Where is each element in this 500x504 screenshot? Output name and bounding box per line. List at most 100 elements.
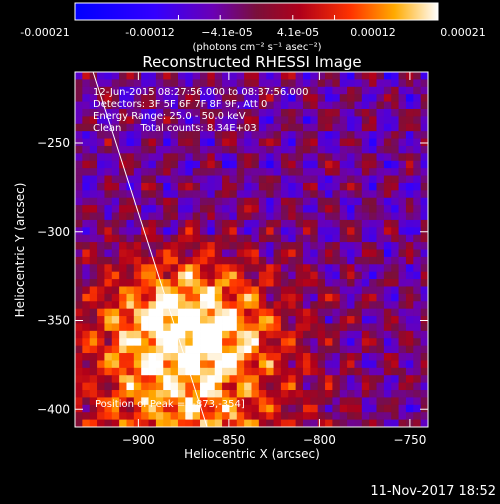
heatmap-cell	[177, 175, 186, 184]
heatmap-cell	[317, 101, 326, 110]
heatmap-cell	[89, 360, 98, 369]
heatmap-cell	[251, 86, 260, 95]
heatmap-cell	[280, 123, 289, 132]
heatmap-cell	[214, 131, 223, 139]
heatmap-cell	[148, 138, 157, 147]
heatmap-cell	[200, 101, 208, 110]
heatmap-cell	[302, 131, 311, 139]
heatmap-cell	[383, 138, 392, 147]
heatmap-cell	[163, 256, 171, 265]
heatmap-cell	[82, 330, 91, 339]
heatmap-cell	[369, 279, 377, 287]
heatmap-cell	[177, 227, 186, 236]
heatmap-cell	[133, 390, 142, 398]
heatmap-cell	[111, 353, 120, 361]
heatmap-cell	[391, 101, 399, 110]
heatmap-cell	[391, 153, 399, 162]
heatmap-cell	[280, 227, 289, 236]
heatmap-cell	[236, 242, 245, 250]
heatmap-cell	[280, 234, 289, 243]
heatmap-cell	[383, 86, 392, 95]
heatmap-cell	[369, 72, 377, 80]
heatmap-cell	[148, 323, 157, 332]
heatmap-cell	[200, 279, 208, 287]
heatmap-cell	[369, 301, 377, 310]
heatmap-cell	[119, 131, 127, 139]
heatmap-cell	[413, 72, 422, 80]
heatmap-cell	[391, 367, 399, 376]
heatmap-cell	[288, 101, 297, 110]
heatmap-cell	[133, 345, 142, 354]
heatmap-cell	[229, 323, 238, 332]
heatmap-cell	[133, 72, 142, 80]
heatmap-cell	[214, 360, 223, 369]
heatmap-cell	[273, 316, 282, 324]
heatmap-cell	[148, 116, 157, 125]
heatmap-cell	[229, 212, 238, 221]
heatmap-cell	[200, 293, 208, 302]
heatmap-cell	[133, 412, 142, 421]
heatmap-cell	[302, 108, 311, 117]
heatmap-cell	[354, 153, 363, 162]
heatmap-cell	[119, 404, 127, 413]
heatmap-cell	[251, 242, 260, 250]
heatmap-cell	[266, 419, 274, 427]
heatmap-cell	[229, 145, 238, 154]
heatmap-cell	[214, 404, 223, 413]
heatmap-cell	[295, 168, 304, 176]
heatmap-cell	[141, 316, 149, 324]
heatmap-cell	[185, 116, 194, 125]
heatmap-cell	[133, 145, 142, 154]
heatmap-cell	[361, 360, 370, 369]
heatmap-cell	[133, 219, 142, 228]
heatmap-cell	[383, 345, 392, 354]
heatmap-cell	[420, 175, 428, 184]
heatmap-cell	[222, 264, 230, 273]
heatmap-cell	[244, 404, 252, 413]
heatmap-cell	[133, 279, 142, 287]
heatmap-cell	[155, 293, 164, 302]
heatmap-cell	[332, 242, 341, 250]
heatmap-cell	[339, 271, 348, 280]
heatmap-cell	[354, 175, 363, 184]
heatmap-cell	[317, 205, 326, 213]
heatmap-cell	[185, 271, 194, 280]
heatmap-cell	[325, 390, 333, 398]
heatmap-cell	[236, 264, 245, 273]
heatmap-cell	[383, 175, 392, 184]
heatmap-cell	[280, 219, 289, 228]
heatmap-cell	[177, 168, 186, 176]
heatmap-cell	[185, 242, 194, 250]
heatmap-cell	[214, 79, 223, 88]
heatmap-cell	[185, 234, 194, 243]
heatmap-cell	[141, 249, 149, 258]
heatmap-cell	[75, 316, 83, 324]
heatmap-cell	[251, 190, 260, 199]
heatmap-cell	[97, 72, 105, 80]
heatmap-cell	[214, 197, 223, 206]
heatmap-cell	[75, 412, 83, 421]
heatmap-cell	[391, 242, 399, 250]
heatmap-cell	[310, 338, 319, 347]
heatmap-cell	[273, 412, 282, 421]
heatmap-cell	[391, 412, 399, 421]
heatmap-cell	[347, 138, 355, 147]
heatmap-cell	[280, 94, 289, 102]
chart-title: Reconstructed RHESSI Image	[142, 53, 361, 71]
heatmap-cell	[89, 219, 98, 228]
heatmap-cell	[177, 190, 186, 199]
heatmap-cell	[207, 227, 216, 236]
heatmap-cell	[383, 249, 392, 258]
heatmap-cell	[89, 249, 98, 258]
heatmap-cell	[258, 256, 267, 265]
heatmap-cell	[383, 323, 392, 332]
heatmap-cell	[155, 264, 164, 273]
heatmap-cell	[163, 234, 171, 243]
heatmap-cell	[111, 419, 120, 427]
heatmap-cell	[325, 353, 333, 361]
heatmap-cell	[266, 131, 274, 139]
heatmap-cell	[258, 397, 267, 406]
heatmap-cell	[420, 367, 428, 376]
heatmap-cell	[155, 131, 164, 139]
heatmap-cell	[376, 86, 385, 95]
